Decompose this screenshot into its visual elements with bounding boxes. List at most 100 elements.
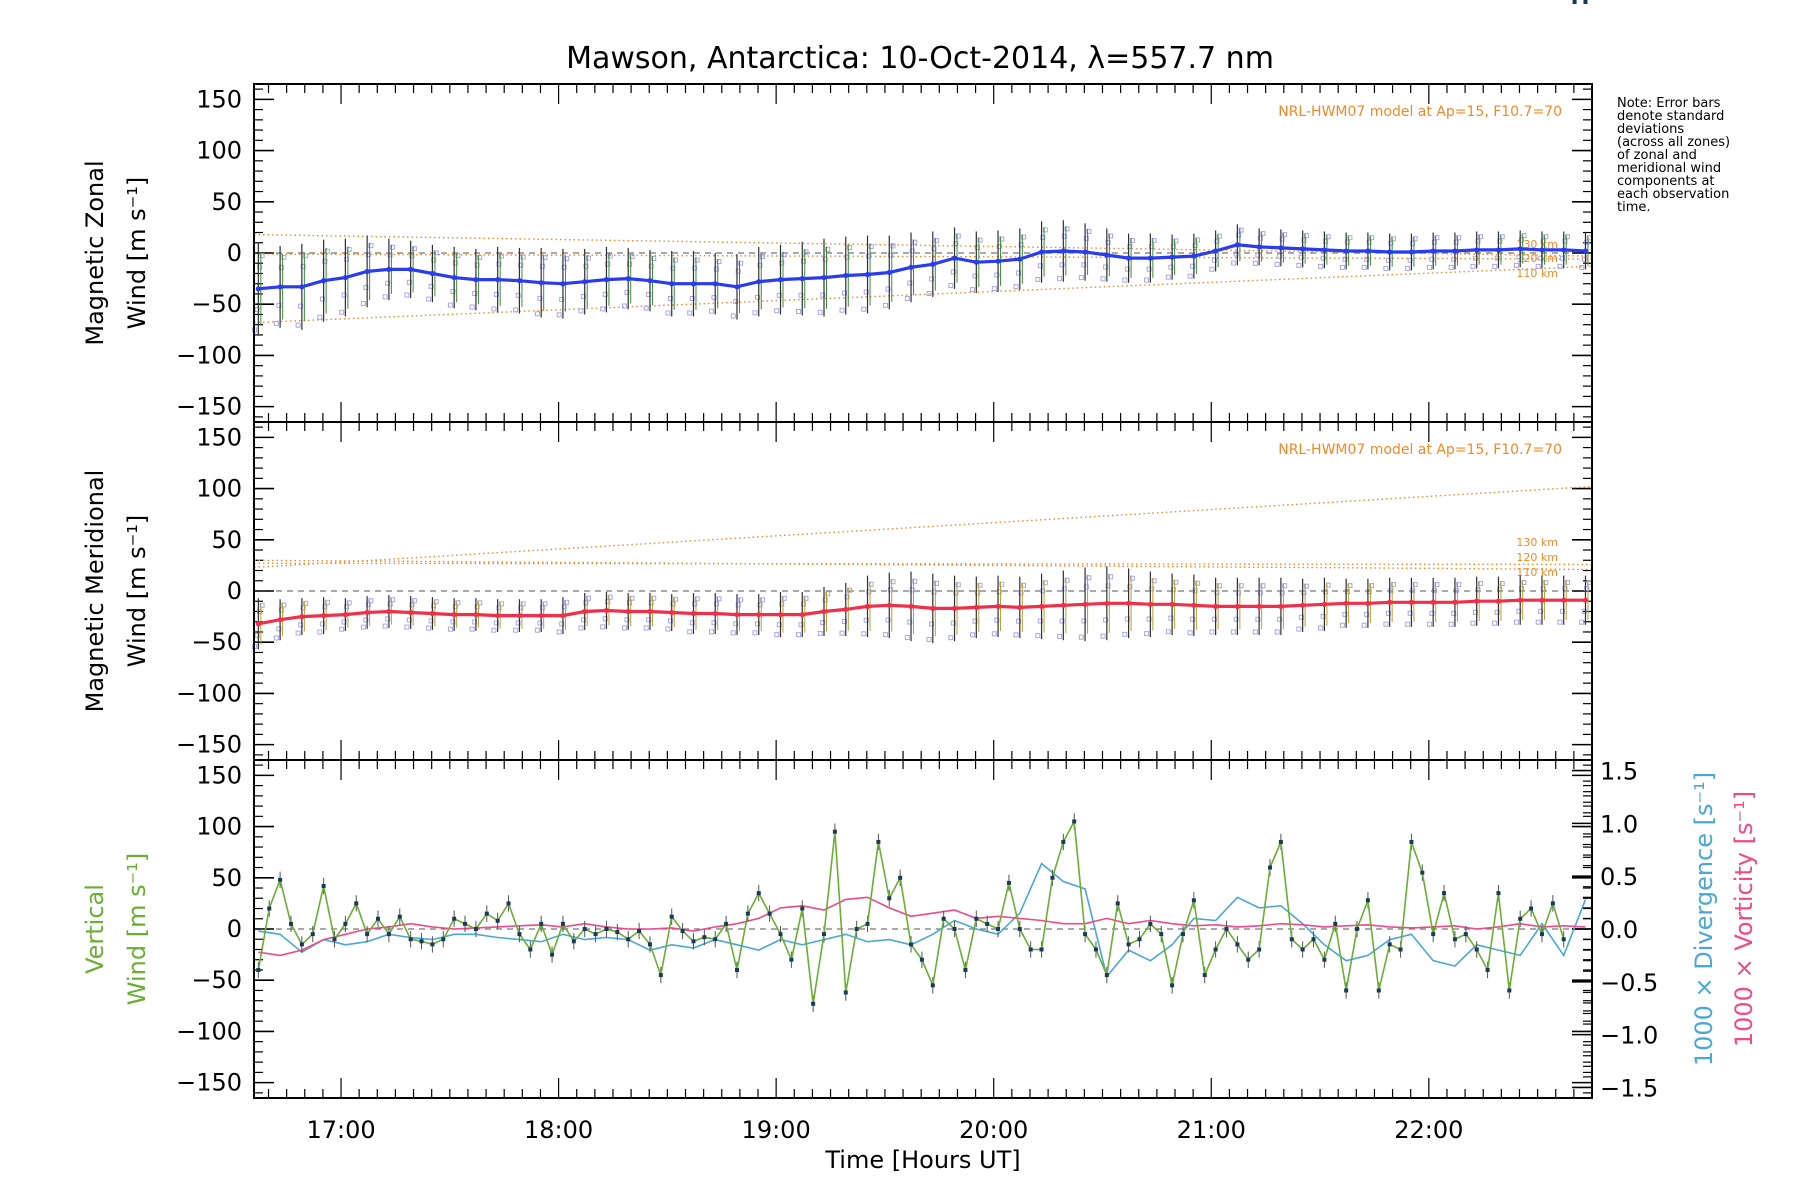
data-point — [560, 281, 566, 287]
zone-point — [629, 595, 635, 601]
zone-point — [368, 243, 374, 249]
zone-point — [868, 581, 874, 587]
data-point — [1430, 599, 1436, 605]
zone-point — [972, 618, 978, 624]
zone-point — [1448, 264, 1454, 270]
zone-point — [1260, 583, 1266, 589]
zone-point — [365, 251, 371, 257]
zone-point — [278, 607, 284, 613]
vertical-wind-point — [1093, 947, 1098, 952]
zone-point — [1013, 632, 1019, 638]
data-point — [516, 278, 523, 284]
vertical-wind-point — [441, 937, 446, 942]
y-tick-label: −50 — [191, 966, 242, 994]
zone-point — [583, 263, 589, 269]
zone-point — [534, 311, 540, 317]
vertical-wind-point — [1333, 921, 1338, 926]
vertical-wind-point — [1235, 942, 1240, 947]
zone-point — [934, 238, 940, 244]
y-tick-label: 50 — [211, 188, 242, 216]
zone-point — [298, 303, 304, 309]
data-point — [1082, 601, 1088, 607]
zone-point — [931, 246, 937, 252]
data-point — [1038, 603, 1045, 609]
zone-point — [317, 629, 323, 635]
vertical-wind-point — [952, 927, 957, 931]
vertical-wind-point — [1561, 937, 1566, 942]
vertical-wind-point — [996, 927, 1001, 931]
zone-point — [1405, 621, 1411, 627]
data-point — [756, 279, 762, 285]
model-line — [253, 559, 1593, 571]
zone-point — [1477, 234, 1483, 240]
vertical-wind-point — [789, 957, 794, 962]
zone-point — [1151, 578, 1157, 584]
zone-point — [1456, 582, 1462, 588]
zone-point — [1347, 235, 1353, 241]
vertical-wind-point — [560, 921, 565, 926]
vertical-wind-point — [756, 891, 761, 896]
note-line: (across all zones) — [1617, 135, 1731, 150]
data-point — [386, 266, 392, 272]
zone-point — [757, 602, 763, 608]
zone-point — [1129, 575, 1135, 581]
zone-point — [626, 600, 632, 606]
zone-point — [694, 257, 700, 263]
zone-point — [926, 636, 932, 642]
zone-point — [1103, 264, 1109, 270]
vertical-wind-point — [256, 967, 261, 972]
vertical-wind-point — [778, 932, 783, 937]
zone-point — [1122, 277, 1128, 283]
vertical-wind-point — [637, 929, 642, 934]
zone-point — [360, 300, 366, 306]
data-point — [299, 284, 305, 290]
vertical-wind-point — [1050, 875, 1055, 880]
zone-point — [1252, 629, 1258, 635]
zone-point — [276, 302, 282, 308]
zone-point — [975, 590, 981, 596]
zone-point — [716, 259, 722, 265]
data-point — [1213, 603, 1219, 609]
zone-point — [564, 256, 570, 262]
zone-point — [1557, 619, 1563, 625]
zone-point — [999, 581, 1005, 587]
zone-point — [602, 616, 608, 622]
data-point — [908, 264, 914, 270]
zone-point — [474, 262, 480, 268]
zone-point — [346, 600, 352, 606]
data-point — [756, 611, 762, 618]
y2-tick-label: 1.0 — [1600, 810, 1638, 838]
zone-point — [472, 290, 478, 296]
zone-point — [801, 601, 807, 607]
model-line-label: 130 km — [1516, 536, 1558, 549]
zone-point — [803, 249, 809, 255]
zone-point — [1303, 583, 1309, 589]
zone-point — [904, 634, 910, 640]
vertical-wind-point — [1463, 932, 1468, 937]
model-label: NRL-HWM07 model at Ap=15, F10.7=70 — [1278, 442, 1562, 458]
zone-point — [801, 258, 807, 264]
zone-point — [1214, 590, 1220, 596]
zone-point — [295, 322, 301, 328]
zone-point — [776, 292, 782, 298]
zone-point — [1320, 255, 1326, 261]
data-point — [712, 281, 718, 287]
zone-point — [1144, 631, 1150, 637]
zone-point — [1499, 234, 1505, 240]
zone-point — [1366, 239, 1372, 245]
zone-point — [1453, 239, 1459, 245]
zone-point — [363, 617, 369, 623]
zone-point — [1168, 615, 1174, 621]
y-tick-label: −100 — [176, 679, 242, 707]
zone-point — [1255, 616, 1261, 622]
zone-point — [1559, 608, 1565, 614]
vertical-wind-point — [1311, 937, 1316, 942]
zone-point — [1407, 610, 1413, 616]
zone-point — [278, 264, 284, 270]
zone-point — [515, 292, 521, 298]
zone-point — [890, 579, 896, 585]
model-line-label: 120 km — [1516, 252, 1558, 265]
y2-tick-label: −0.5 — [1600, 969, 1658, 997]
vertical-wind-point — [963, 967, 968, 972]
zone-point — [733, 299, 739, 305]
